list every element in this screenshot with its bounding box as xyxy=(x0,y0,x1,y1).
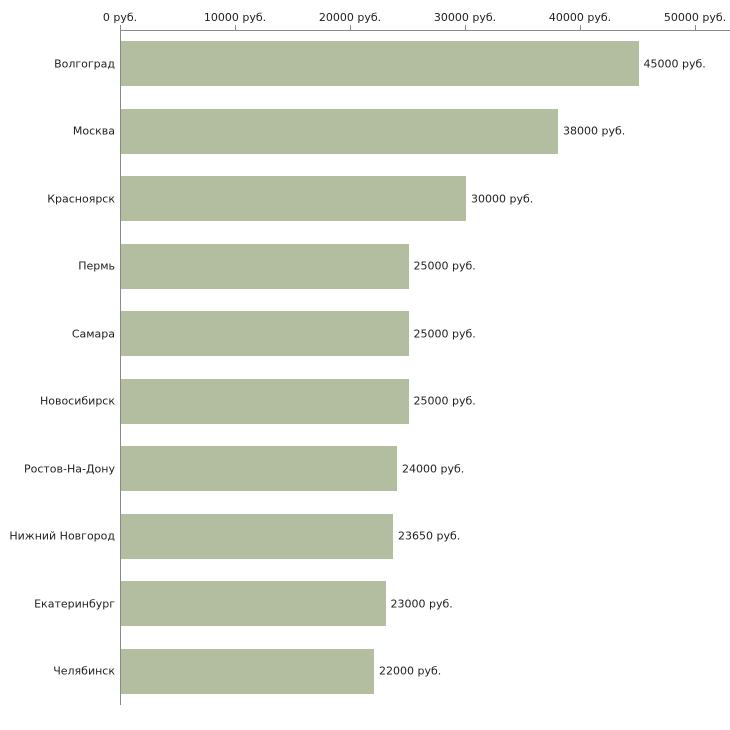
x-axis-line xyxy=(120,30,730,31)
value-label: 24000 руб. xyxy=(402,462,465,476)
bar xyxy=(121,378,409,424)
x-axis-tick xyxy=(235,25,236,30)
x-tick-label: 20000 руб. xyxy=(318,11,382,24)
bar xyxy=(121,581,386,627)
category-label: Красноярск xyxy=(47,192,115,206)
x-tick-label: 30000 руб. xyxy=(433,11,497,24)
bar xyxy=(121,41,639,87)
x-tick-label: 40000 руб. xyxy=(548,11,612,24)
category-label: Челябинск xyxy=(53,664,115,678)
bar xyxy=(121,311,409,357)
x-axis-tick xyxy=(120,25,121,30)
x-axis-tick xyxy=(465,25,466,30)
bar xyxy=(121,648,374,694)
category-label: Ростов-На-Дону xyxy=(23,462,115,476)
value-label: 23650 руб. xyxy=(397,529,461,543)
value-label: 38000 руб. xyxy=(563,124,626,138)
x-axis-tick xyxy=(695,25,696,30)
value-label: 25000 руб. xyxy=(413,327,476,341)
value-label: 30000 руб. xyxy=(471,192,534,206)
category-label: Екатеринбург xyxy=(34,597,115,611)
category-label: Волгоград xyxy=(54,57,115,71)
x-axis-tick xyxy=(580,25,581,30)
category-label: Нижний Новгород xyxy=(9,529,115,543)
category-label: Самара xyxy=(71,327,115,341)
value-label: 22000 руб. xyxy=(379,664,442,678)
value-label: 25000 руб. xyxy=(413,259,476,273)
value-label: 23000 руб. xyxy=(390,597,453,611)
x-axis-tick xyxy=(350,25,351,30)
bar xyxy=(121,446,397,492)
bar xyxy=(121,176,466,222)
category-label: Москва xyxy=(72,124,115,138)
x-tick-label: 0 руб. xyxy=(102,11,138,24)
category-label: Пермь xyxy=(78,259,115,273)
value-label: 45000 руб. xyxy=(643,57,706,71)
bar xyxy=(121,243,409,289)
y-axis-line xyxy=(120,30,121,705)
x-tick-label: 50000 руб. xyxy=(663,11,727,24)
bar xyxy=(121,513,393,559)
x-tick-label: 10000 руб. xyxy=(203,11,267,24)
category-label: Новосибирск xyxy=(39,394,115,408)
bar xyxy=(121,108,558,154)
value-label: 25000 руб. xyxy=(413,394,476,408)
